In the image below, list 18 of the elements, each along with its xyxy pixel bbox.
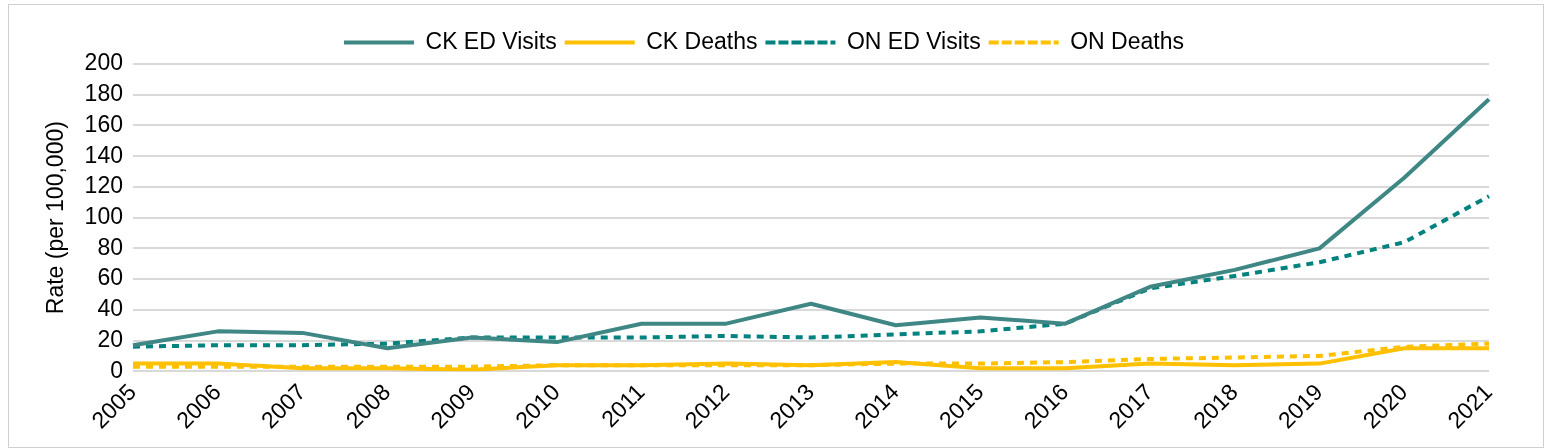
- legend-label: CK ED Visits: [425, 27, 557, 54]
- y-tick-label: 200: [84, 49, 123, 76]
- y-tick-label: 140: [84, 141, 123, 168]
- line-series: [130, 341, 1491, 369]
- y-tick-label: 120: [84, 172, 123, 199]
- y-tick-label: 0: [110, 356, 123, 383]
- y-tick-label: 20: [97, 325, 123, 352]
- y-tick-label: 40: [97, 295, 123, 322]
- y-tick-label: 180: [84, 80, 123, 107]
- y-tick-label: 60: [97, 264, 123, 291]
- legend-label: CK Deaths: [646, 27, 758, 54]
- y-tick-label: 80: [97, 233, 123, 260]
- legend-label: ON ED Visits: [846, 27, 981, 54]
- y-axis-title: Rate (per 100,000): [42, 121, 69, 315]
- legend-label: ON Deaths: [1070, 27, 1184, 54]
- line-series: [130, 194, 1491, 349]
- y-tick-label: 100: [84, 203, 123, 229]
- y-tick-label: 160: [84, 110, 123, 137]
